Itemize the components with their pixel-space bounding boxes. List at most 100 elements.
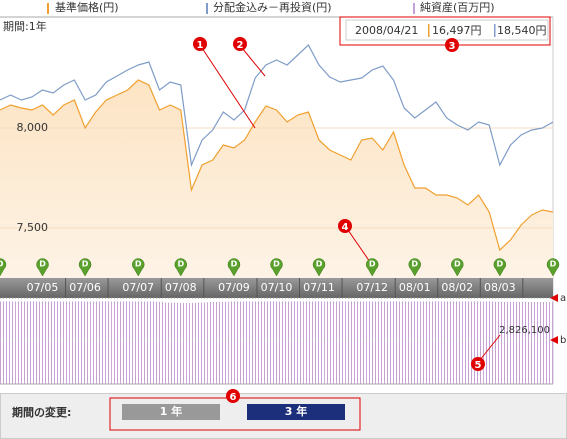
plot-area [0, 44, 553, 278]
callout-line [347, 229, 371, 263]
net-asset-bar [175, 302, 187, 384]
callout-number: 5 [475, 360, 482, 371]
tooltip-swatch [494, 24, 496, 37]
legend-label: 分配金込み－再投資(円) [213, 0, 332, 14]
callout-line [201, 47, 256, 129]
net-asset-bar [186, 302, 197, 384]
month-band [0, 278, 553, 298]
period-button-label[interactable]: 3 年 [285, 404, 307, 418]
dividend-pin [78, 258, 92, 277]
dividend-label: D [497, 260, 504, 269]
net-asset-bar [377, 301, 389, 384]
net-asset-bar [303, 301, 314, 384]
net-assets-panel: 2,826,100 [0, 301, 553, 384]
legend-label: 純資産(百万円) [420, 1, 495, 14]
tooltip-swatch [428, 24, 430, 37]
net-asset-bar [366, 301, 378, 384]
period-change-label: 期間の変更: [12, 405, 71, 419]
dividend-label: D [316, 260, 323, 269]
dividend-label: D [411, 260, 418, 269]
net-asset-bar [101, 301, 112, 384]
net-asset-bar [313, 301, 325, 384]
net-asset-bar [526, 302, 538, 384]
callout-marker [233, 37, 247, 51]
dividend-label: D [550, 260, 557, 269]
net-asset-bar [398, 301, 410, 384]
side-label: b [560, 335, 566, 346]
net-asset-bar [388, 301, 399, 384]
net-asset-bar [292, 301, 304, 384]
net-asset-bar [356, 301, 367, 384]
x-tick-label: 07/12 [356, 281, 388, 294]
net-asset-bar [37, 301, 48, 384]
side-label: a [560, 293, 566, 304]
net-asset-bar [409, 301, 421, 384]
x-tick-label: 07/07 [122, 281, 154, 294]
net-asset-bar [537, 302, 548, 384]
net-asset-bar [47, 301, 59, 384]
net-asset-bar [473, 301, 484, 384]
net-asset-bar [239, 301, 250, 384]
net-asset-bar [207, 302, 219, 384]
x-tick-label: 07/11 [303, 281, 335, 294]
callout-line [241, 47, 266, 77]
legend-swatch [206, 3, 208, 14]
dividend-label: D [369, 260, 376, 269]
net-asset-bar [462, 301, 474, 384]
net-asset-bar [79, 301, 91, 384]
callout-numbers: 1 2 3 4 5 6 [193, 37, 485, 403]
dividend-pin [174, 258, 187, 277]
callout-number: 3 [449, 41, 456, 52]
period-button[interactable] [247, 404, 345, 420]
tooltip-date: 2008/04/21 [355, 24, 418, 37]
callout-marker [471, 357, 485, 371]
net-asset-bar [90, 301, 102, 384]
x-tick-label: 07/08 [165, 281, 197, 294]
net-asset-bar [143, 301, 155, 384]
net-asset-bar [505, 301, 516, 384]
net-asset-bar [494, 301, 506, 384]
net-asset-bar [430, 301, 442, 384]
data-label: 2,826,100 [499, 325, 550, 336]
dividend-label: D [231, 260, 238, 269]
net-asset-bar [132, 301, 144, 384]
net-asset-bar [196, 302, 208, 384]
x-tick-label: 07/10 [261, 281, 293, 294]
month-labels: 07/05 07/06 07/07 07/08 07/09 07/10 07/11 07/12… [27, 278, 524, 298]
dividend-label: D [135, 260, 142, 269]
x-tick-label: 08/03 [484, 281, 516, 294]
y-tick-label: 8,000 [17, 121, 49, 134]
callout-marker [226, 389, 240, 403]
net-asset-bar [122, 301, 133, 384]
callout-number: 2 [237, 40, 244, 51]
net-asset-bar [164, 302, 176, 384]
net-asset-bar [483, 301, 495, 384]
legend-swatch [413, 3, 415, 14]
net-asset-bar [58, 301, 70, 384]
x-tick-label: 08/01 [399, 281, 431, 294]
dividend-pin [366, 258, 379, 277]
legend-swatch [47, 3, 49, 14]
dividend-pin [493, 258, 507, 277]
dividend-label: D [0, 260, 4, 269]
dividend-pin [270, 258, 283, 277]
net-asset-bar [228, 301, 240, 384]
net-asset-bar [69, 301, 80, 384]
net-asset-bar [260, 301, 272, 384]
net-asset-bar [5, 301, 16, 384]
period-button[interactable] [122, 404, 220, 420]
side-arrow [550, 294, 558, 302]
net-asset-bar [345, 301, 357, 384]
callout-line [479, 334, 501, 361]
period-button-label[interactable]: 1 年 [160, 404, 182, 418]
x-tick-label: 07/09 [218, 281, 250, 294]
net-asset-bar [515, 301, 527, 384]
net-asset-bar [154, 301, 165, 384]
callout-marker [338, 219, 352, 233]
tooltip [345, 19, 549, 41]
x-tick-label: 07/06 [69, 281, 101, 294]
net-asset-bar [334, 301, 346, 384]
series-line [0, 44, 553, 168]
